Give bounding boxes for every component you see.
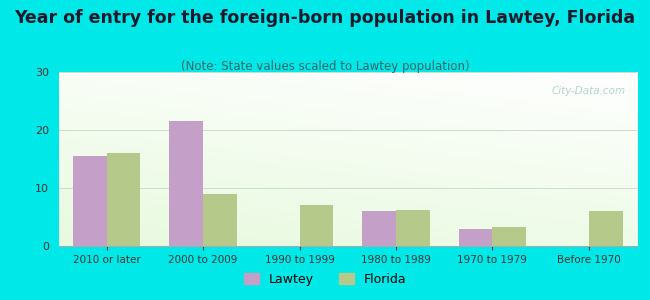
Bar (459, 229, 493, 246)
Text: Year of entry for the foreign-born population in Lawtey, Florida: Year of entry for the foreign-born popul… (14, 9, 636, 27)
Bar (589, 211, 623, 246)
Bar (107, 153, 140, 246)
Bar (300, 206, 333, 246)
Bar (170, 121, 203, 246)
Bar (493, 227, 526, 246)
Bar (73, 156, 107, 246)
Text: City-Data.com: City-Data.com (551, 86, 625, 96)
Legend: Lawtey, Florida: Lawtey, Florida (239, 268, 411, 291)
Text: (Note: State values scaled to Lawtey population): (Note: State values scaled to Lawtey pop… (181, 60, 469, 73)
Bar (203, 194, 237, 246)
Bar (396, 210, 430, 246)
Bar (362, 211, 396, 246)
